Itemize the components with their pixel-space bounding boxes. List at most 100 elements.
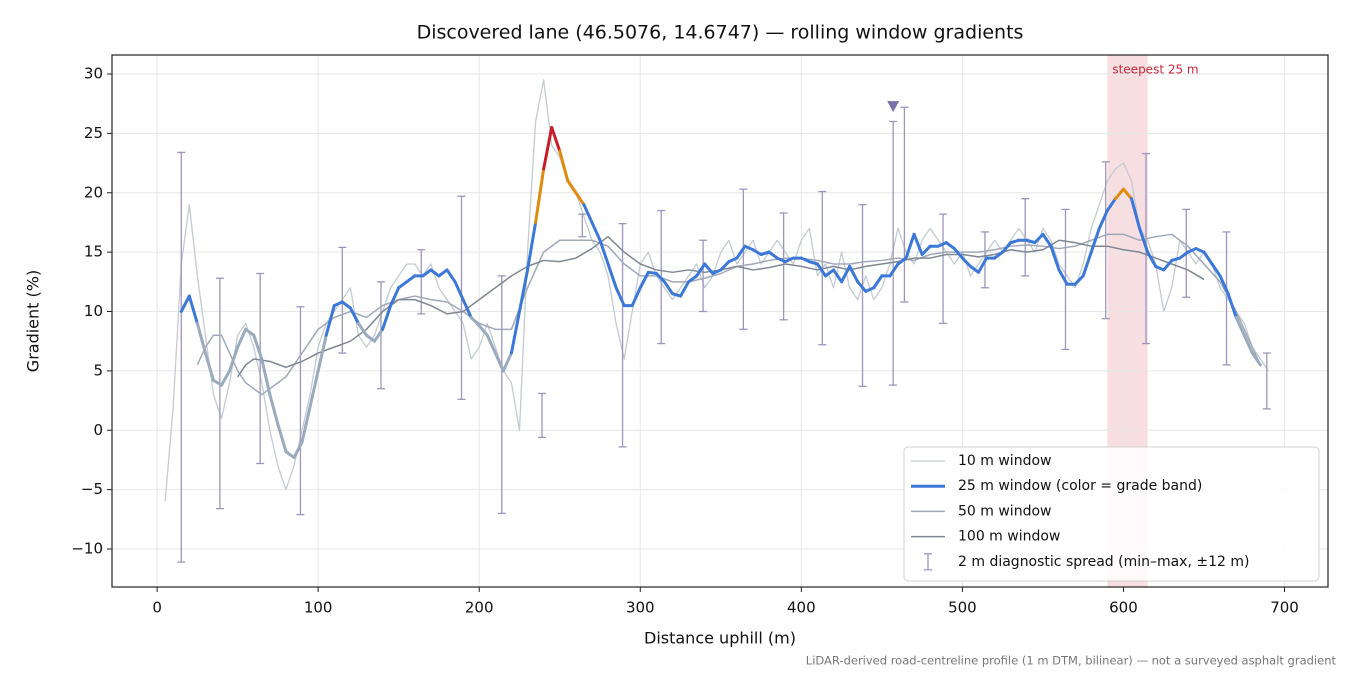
error-bar bbox=[858, 203, 867, 387]
line-segment bbox=[437, 268, 449, 278]
line-segment bbox=[1097, 209, 1109, 230]
error-bar bbox=[578, 213, 587, 238]
line-segment bbox=[1081, 250, 1093, 278]
x-tick-label: 200 bbox=[465, 599, 494, 617]
line-segment bbox=[654, 272, 666, 284]
line-segment bbox=[526, 220, 538, 272]
error-bar bbox=[256, 272, 265, 465]
y-axis-label: Gradient (%) bbox=[24, 270, 43, 372]
legend-label: 100 m window bbox=[958, 529, 1060, 545]
annotation: steepest 25 m bbox=[1112, 63, 1198, 77]
x-tick-label: 0 bbox=[152, 599, 162, 617]
error-bar bbox=[538, 392, 547, 439]
line-segment bbox=[1218, 274, 1230, 296]
line-segment bbox=[751, 248, 763, 256]
line-segment bbox=[1162, 258, 1174, 272]
error-bar bbox=[296, 306, 305, 516]
line-segment bbox=[421, 268, 433, 278]
line-segment bbox=[284, 450, 296, 460]
line-segment bbox=[896, 256, 908, 266]
line-segment bbox=[1210, 262, 1222, 278]
error-bar bbox=[739, 188, 748, 330]
line-segment bbox=[1138, 226, 1150, 254]
line-segment bbox=[566, 179, 578, 195]
y-tick-label: 0 bbox=[93, 421, 103, 439]
line-segment bbox=[993, 250, 1005, 260]
line-segment bbox=[228, 345, 240, 373]
x-axis-label: Distance uphill (m) bbox=[644, 629, 796, 648]
line-segment bbox=[1226, 292, 1238, 319]
y-tick-label: 5 bbox=[93, 361, 103, 379]
error-bar bbox=[215, 277, 224, 510]
line-segment bbox=[493, 351, 505, 373]
line-segment bbox=[630, 286, 642, 308]
line-segment bbox=[477, 324, 489, 337]
line-segment bbox=[364, 333, 377, 343]
line-segment bbox=[348, 306, 360, 325]
footnote: LiDAR-derived road-centreline profile (1… bbox=[806, 654, 1337, 668]
error-bar bbox=[497, 275, 506, 515]
line-segment bbox=[252, 333, 264, 361]
y-tick-label: 20 bbox=[84, 183, 103, 201]
line-segment bbox=[373, 327, 385, 343]
x-tick-label: 400 bbox=[787, 599, 816, 617]
line-segment bbox=[203, 351, 215, 382]
line-segment bbox=[872, 274, 884, 290]
plot-frame bbox=[111, 54, 1329, 588]
line-segment bbox=[638, 270, 650, 290]
line-segment bbox=[1146, 250, 1158, 268]
line-segment bbox=[469, 315, 481, 328]
line-segment bbox=[1130, 197, 1142, 230]
line-segment bbox=[719, 260, 731, 272]
line-segment bbox=[542, 125, 554, 171]
x-tick-label: 500 bbox=[948, 599, 977, 617]
legend-label: 10 m window bbox=[958, 453, 1051, 469]
line-segment bbox=[1105, 197, 1117, 213]
line-segment bbox=[952, 247, 964, 260]
y-tick-label: 30 bbox=[84, 65, 103, 83]
line-segment bbox=[687, 274, 699, 284]
line-segment bbox=[1057, 268, 1069, 286]
line-segment bbox=[977, 256, 989, 274]
line-segment bbox=[1202, 250, 1214, 266]
line-segment bbox=[823, 268, 836, 278]
error-bar bbox=[1101, 161, 1110, 320]
line-segment bbox=[534, 167, 546, 224]
line-segment bbox=[1121, 187, 1134, 201]
error-bar bbox=[900, 106, 909, 303]
line-segment bbox=[1089, 226, 1101, 254]
line-segment bbox=[968, 264, 981, 274]
line-segment bbox=[244, 327, 256, 337]
line bbox=[164, 79, 1269, 502]
error-bar bbox=[376, 281, 385, 390]
line-segment bbox=[292, 440, 304, 460]
line-segment bbox=[703, 262, 715, 275]
line-segment bbox=[606, 262, 618, 290]
error-bar bbox=[338, 246, 347, 354]
line-segment bbox=[308, 369, 320, 408]
line-segment bbox=[405, 274, 417, 284]
line-segment bbox=[1234, 315, 1246, 337]
line-segment bbox=[960, 256, 972, 268]
legend-label: 50 m window bbox=[958, 503, 1051, 519]
error-bar bbox=[1021, 198, 1030, 277]
y-tick-label: 25 bbox=[84, 124, 103, 142]
line-segment bbox=[445, 268, 457, 284]
line-segment bbox=[389, 286, 401, 308]
line-segment bbox=[904, 232, 916, 260]
chart-title: Discovered lane (46.5076, 14.6747) — rol… bbox=[417, 22, 1024, 44]
y-tick-label: −5 bbox=[81, 480, 103, 498]
line-segment bbox=[944, 241, 956, 251]
line-segment bbox=[558, 149, 570, 183]
line-segment bbox=[815, 262, 827, 278]
line-segment bbox=[1250, 351, 1262, 367]
line-segment bbox=[614, 286, 626, 308]
line-segment bbox=[840, 264, 852, 284]
line-segment bbox=[856, 280, 868, 293]
line-segment bbox=[767, 250, 779, 260]
line-segment bbox=[187, 294, 199, 325]
marker bbox=[887, 101, 900, 113]
x-tick-label: 100 bbox=[304, 599, 333, 617]
line-segment bbox=[582, 203, 594, 224]
error-bar bbox=[779, 212, 788, 321]
